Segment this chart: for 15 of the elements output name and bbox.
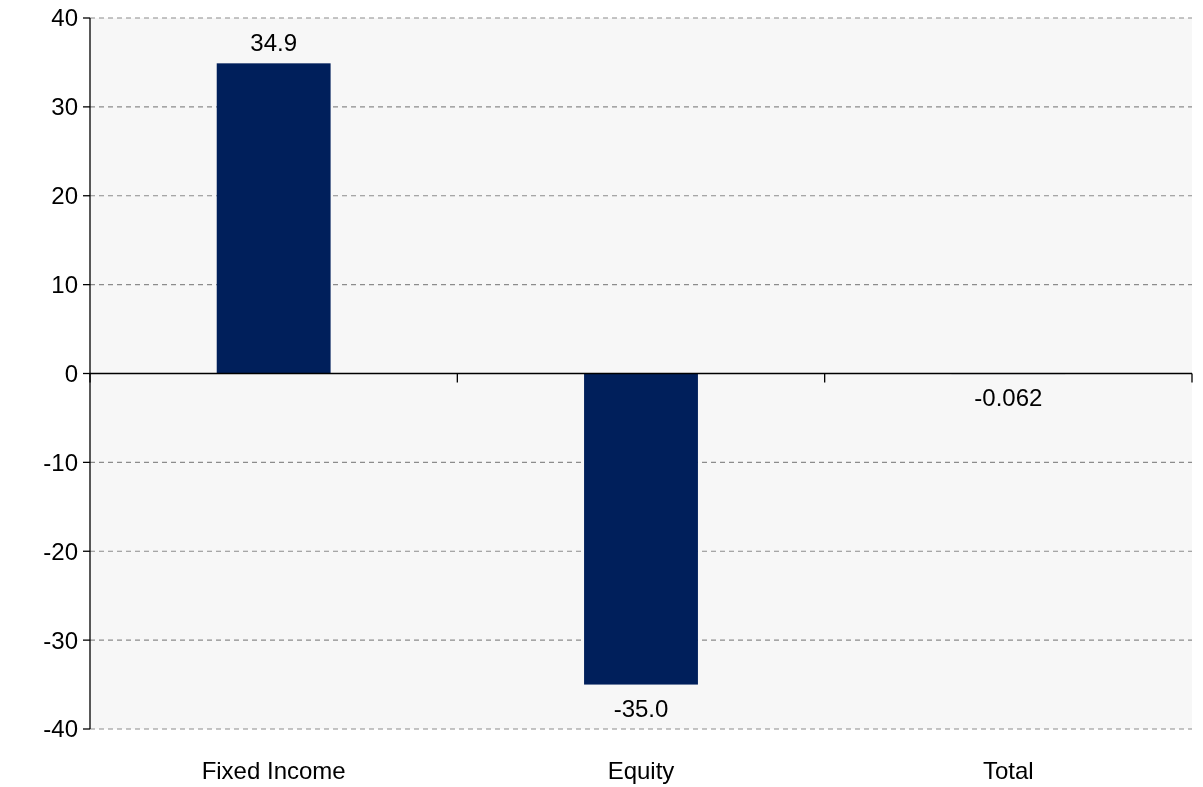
y-tick-label: -30 [43,626,78,654]
data-label: -35.0 [613,694,669,722]
y-tick-label: -10 [43,448,78,476]
data-label: -0.062 [974,384,1043,412]
x-tick-label: Total [982,757,1034,784]
y-tick-label: -40 [43,715,78,743]
y-tick-label: 30 [51,93,78,121]
x-tick-label: Fixed Income [201,757,346,784]
data-label: 34.9 [250,29,298,57]
y-tick-label: -20 [43,537,78,565]
y-tick-label: 20 [51,182,78,210]
x-tick-label: Equity [607,757,675,784]
y-tick-label: 0 [64,359,78,387]
y-tick-label: 40 [51,4,78,32]
y-tick-label: 10 [51,271,78,299]
